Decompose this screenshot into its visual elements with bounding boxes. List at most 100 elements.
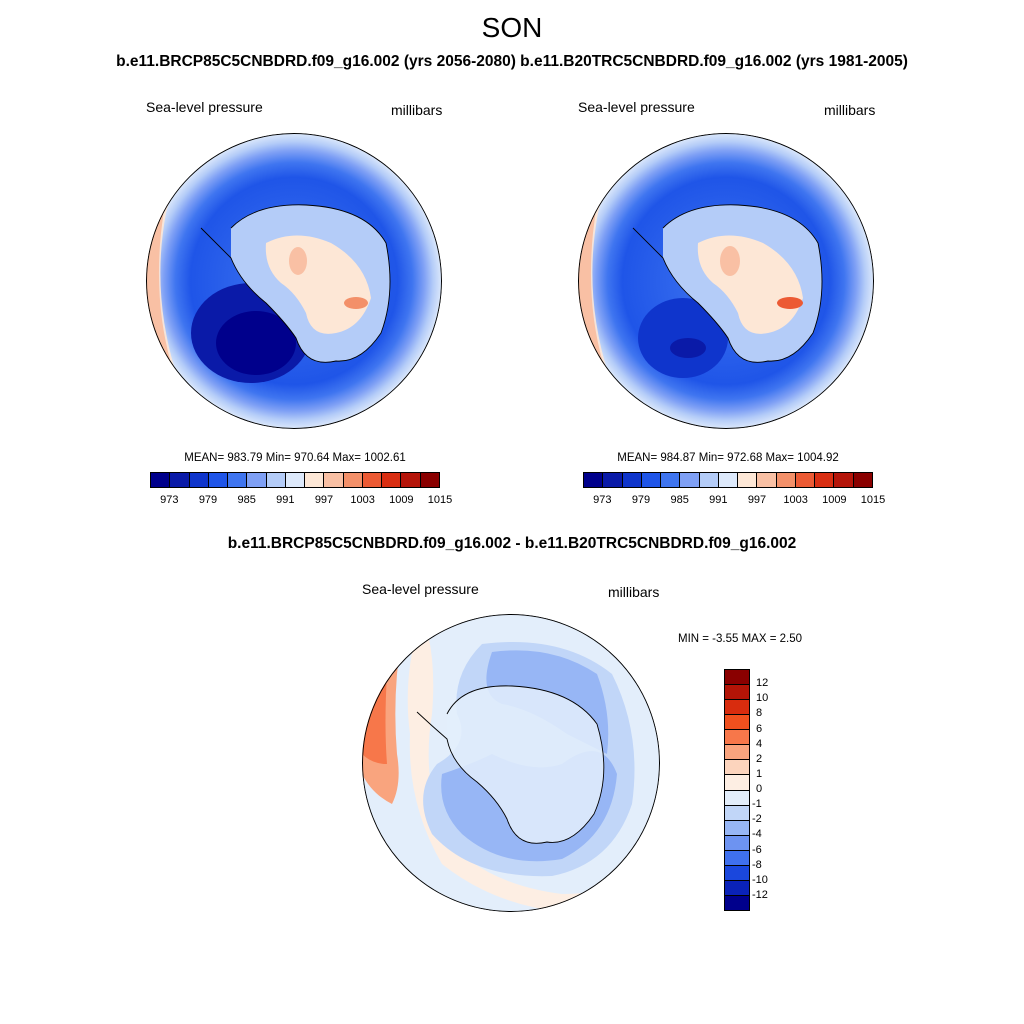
colorbar-tick-label: 979 (631, 494, 651, 506)
colorbar-swatch (725, 895, 749, 910)
colorbar-swatch (725, 715, 749, 731)
panel2-units-label: millibars (824, 102, 876, 118)
colorbar-swatch (699, 473, 719, 487)
panel2-plateau-peak-a (720, 246, 740, 276)
season-title: SON (481, 12, 543, 43)
panel1-variable-label: Sea-level pressure (146, 99, 263, 115)
colorbar-tick-label: 1009 (389, 494, 414, 506)
diff-colorbar-ticks: 12 10 8 6 4 2 1 0 -1 -2 -4 -6 -8 -10 -12 (752, 669, 796, 911)
panel2-map-svg (578, 133, 874, 429)
diff-map-border (362, 614, 660, 912)
colorbar-swatch (725, 865, 749, 881)
colorbar-swatch (362, 473, 383, 487)
colorbar-swatch (680, 473, 700, 487)
panel2-colorbar-ticks: 973 979 985 991 997 1003 1009 1015 (583, 494, 885, 508)
colorbar-tick-label: -12 (752, 888, 768, 901)
colorbar-tick-label: 8 (756, 707, 763, 720)
colorbar-swatch (343, 473, 363, 487)
diff-polar-map (362, 614, 660, 912)
colorbar-swatch (725, 820, 749, 836)
panel1-polar-map (146, 133, 442, 429)
colorbar-tick-label: 2 (756, 752, 763, 765)
colorbar-tick-label: 0 (756, 783, 763, 795)
colorbar-tick-label: 1003 (350, 494, 375, 506)
diff-antarctica-field (447, 685, 604, 844)
colorbar-tick-label: 4 (756, 737, 763, 750)
colorbar-tick-label: -6 (752, 843, 762, 856)
colorbar-tick-label: 973 (593, 494, 612, 506)
panel2-coastline (632, 204, 823, 363)
diff-map-svg (362, 614, 660, 912)
colorbar-swatch (189, 473, 209, 487)
colorbar-swatch (725, 850, 749, 866)
colorbar-tick-label: 973 (160, 494, 179, 506)
colorbar-swatch (725, 745, 749, 761)
colorbar-swatch (725, 805, 749, 821)
panel2-low-pressure-region (638, 298, 728, 378)
panel1-deep-low (216, 311, 296, 375)
panel2-map-border (578, 133, 874, 429)
colorbar-tick-label: -4 (752, 828, 762, 841)
panel2-deep-low (670, 338, 706, 358)
panel2-plateau-peak-b (777, 297, 803, 309)
colorbar-swatch (208, 473, 229, 487)
panel2-stats: MEAN= 984.87 Min= 972.68 Max= 1004.92 (617, 452, 839, 464)
difference-title: b.e11.BRCP85C5CNBDRD.f09_g16.002 - b.e11… (227, 535, 797, 552)
colorbar-swatch (725, 760, 749, 776)
diff-variable-label: Sea-level pressure (362, 581, 479, 597)
panel1-plateau-peak-b (344, 297, 368, 309)
panel2-colorbar (583, 472, 873, 488)
panel1-units-label: millibars (391, 102, 443, 118)
colorbar-tick-label: -1 (752, 798, 762, 811)
colorbar-tick-label: 12 (756, 677, 769, 690)
diff-coastline (416, 685, 605, 844)
colorbar-tick-label: 997 (747, 494, 767, 506)
colorbar-swatch (228, 473, 248, 487)
colorbar-swatch (725, 790, 749, 806)
colorbar-swatch (247, 473, 267, 487)
panel1-plateau-peak-a (289, 247, 307, 275)
panel1-map-svg (146, 133, 442, 429)
colorbar-tick-label: 991 (276, 494, 295, 506)
colorbar-tick-label: 991 (709, 494, 728, 506)
colorbar-swatch (757, 473, 777, 487)
colorbar-tick-label: 10 (756, 692, 769, 705)
colorbar-swatch (815, 473, 835, 487)
diff-stats: MIN = -3.55 MAX = 2.50 (678, 633, 803, 645)
panel1-coastline (200, 204, 391, 363)
colorbar-swatch (725, 685, 749, 701)
colorbar-swatch (285, 473, 306, 487)
colorbar-tick-label: 6 (756, 722, 763, 735)
panel1-stats: MEAN= 983.79 Min= 970.64 Max= 1002.61 (184, 452, 406, 464)
colorbar-swatch (725, 835, 749, 851)
comparison-title: b.e11.BRCP85C5CNBDRD.f09_g16.002 (yrs 20… (116, 53, 908, 70)
colorbar-swatch (603, 473, 623, 487)
colorbar-swatch (324, 473, 344, 487)
colorbar-swatch (725, 700, 749, 716)
colorbar-tick-label: 1003 (783, 494, 808, 506)
colorbar-swatch (776, 473, 796, 487)
colorbar-swatch (725, 775, 749, 791)
panel1-colorbar-ticks: 973 979 985 991 997 1003 1009 1015 (150, 494, 452, 508)
colorbar-swatch (584, 473, 604, 487)
diff-colorbar (724, 669, 750, 911)
colorbar-swatch (725, 730, 749, 746)
colorbar-swatch (725, 670, 749, 686)
colorbar-tick-label: 1015 (860, 494, 886, 506)
colorbar-tick-label: -10 (752, 873, 768, 886)
colorbar-tick-label: 1009 (822, 494, 847, 506)
colorbar-swatch (305, 473, 325, 487)
colorbar-swatch (834, 473, 854, 487)
colorbar-swatch (718, 473, 739, 487)
colorbar-swatch (738, 473, 758, 487)
colorbar-swatch (661, 473, 681, 487)
diff-units-label: millibars (608, 584, 660, 600)
panel1-colorbar (150, 472, 440, 488)
colorbar-swatch (725, 880, 749, 896)
colorbar-swatch (795, 473, 816, 487)
colorbar-tick-label: -2 (752, 813, 762, 826)
colorbar-swatch (853, 473, 872, 487)
colorbar-swatch (420, 473, 439, 487)
colorbar-tick-label: 1015 (427, 494, 453, 506)
colorbar-tick-label: 997 (314, 494, 334, 506)
